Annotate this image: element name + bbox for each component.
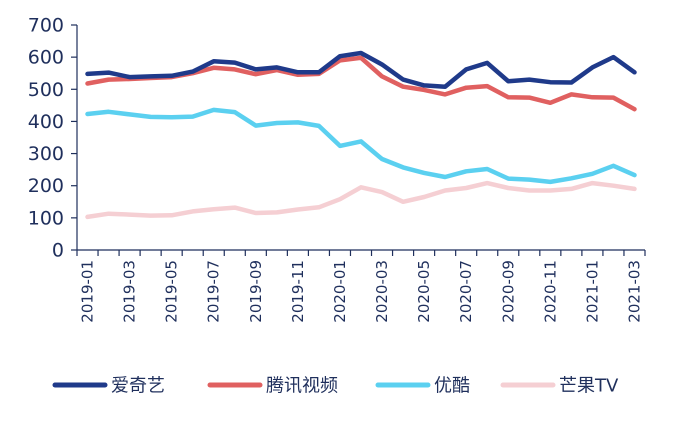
- y-tick-label: 200: [28, 175, 64, 197]
- x-tick-label: 2021-03: [625, 260, 643, 323]
- y-tick-label: 500: [28, 79, 64, 101]
- x-tick-label: 2020-03: [373, 260, 391, 323]
- legend-label: 优酷: [434, 376, 470, 397]
- x-tick-label: 2020-11: [541, 260, 559, 323]
- series-layer: [85, 50, 637, 220]
- legend-label: 腾讯视频: [266, 376, 338, 397]
- legend: 爱奇艺 腾讯视频 优酷 芒果TV: [52, 376, 619, 397]
- x-tick-label: 2020-05: [415, 260, 433, 323]
- x-tick-label: 2019-01: [79, 260, 97, 323]
- x-tick-label: 2020-07: [457, 260, 475, 323]
- x-tick-label: 2019-03: [121, 260, 139, 323]
- y-tick-label: 300: [28, 143, 64, 165]
- y-tick-label: 600: [28, 47, 64, 69]
- series-line-2: [85, 107, 637, 185]
- y-tick-label: 700: [28, 15, 64, 37]
- axes: 0 100 200 300 400 500 600 700 2019-01 2019-03 2019…: [28, 15, 646, 323]
- series-line-0: [85, 50, 637, 89]
- series-line-3: [85, 180, 637, 220]
- x-tick-label: 2019-07: [205, 260, 223, 323]
- y-tick-label: 400: [28, 111, 64, 133]
- x-tick-label: 2020-09: [499, 260, 517, 323]
- legend-label: 芒果TV: [559, 376, 619, 397]
- x-tick-label: 2019-09: [247, 260, 265, 323]
- x-tick-label: 2019-05: [163, 260, 181, 323]
- x-tick-label: 2019-11: [289, 260, 307, 323]
- x-tick-label: 2021-01: [583, 260, 601, 323]
- x-tick-label: 2020-01: [331, 260, 349, 323]
- y-tick-label: 100: [28, 207, 64, 229]
- y-tick-label: 0: [52, 240, 64, 262]
- legend-label: 爱奇艺: [111, 376, 165, 397]
